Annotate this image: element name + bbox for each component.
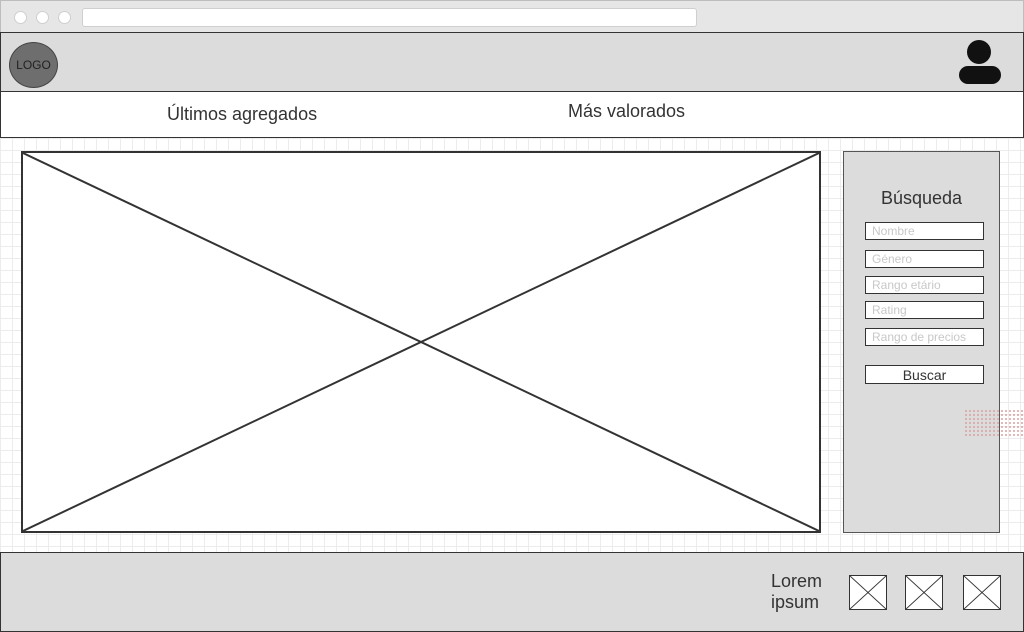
main-nav: Últimos agregados Más valorados — [0, 91, 1024, 138]
browser-chrome — [0, 0, 1024, 33]
site-header: LOGO — [0, 32, 1024, 92]
address-bar[interactable] — [82, 8, 697, 27]
footer-text-line-2: ipsum — [771, 592, 820, 612]
footer-image-placeholder[interactable] — [905, 575, 943, 610]
decorative-dot-pattern — [964, 409, 1024, 437]
rating-field[interactable] — [865, 301, 984, 319]
user-icon[interactable] — [957, 39, 1003, 87]
window-close-dot[interactable] — [14, 11, 27, 24]
hero-image-placeholder — [21, 151, 821, 533]
sidebar-title: Búsqueda — [880, 188, 963, 208]
window-minimize-dot[interactable] — [36, 11, 49, 24]
genre-field[interactable] — [865, 250, 984, 268]
site-footer: Lorem ipsum — [0, 552, 1024, 632]
nav-item-mas-valorados[interactable]: Más valorados — [568, 101, 686, 121]
name-field[interactable] — [865, 222, 984, 240]
age-range-field[interactable] — [865, 276, 984, 294]
search-sidebar: Búsqueda Buscar — [843, 151, 1000, 533]
nav-item-ultimos-agregados[interactable]: Últimos agregados — [167, 104, 318, 124]
footer-image-placeholder[interactable] — [963, 575, 1001, 610]
price-range-field[interactable] — [865, 328, 984, 346]
footer-text: Lorem ipsum — [771, 571, 831, 613]
logo[interactable]: LOGO — [9, 42, 58, 88]
window-maximize-dot[interactable] — [58, 11, 71, 24]
footer-image-placeholder[interactable] — [849, 575, 887, 610]
footer-text-line-1: Lorem — [771, 571, 823, 591]
search-button[interactable]: Buscar — [865, 365, 984, 384]
